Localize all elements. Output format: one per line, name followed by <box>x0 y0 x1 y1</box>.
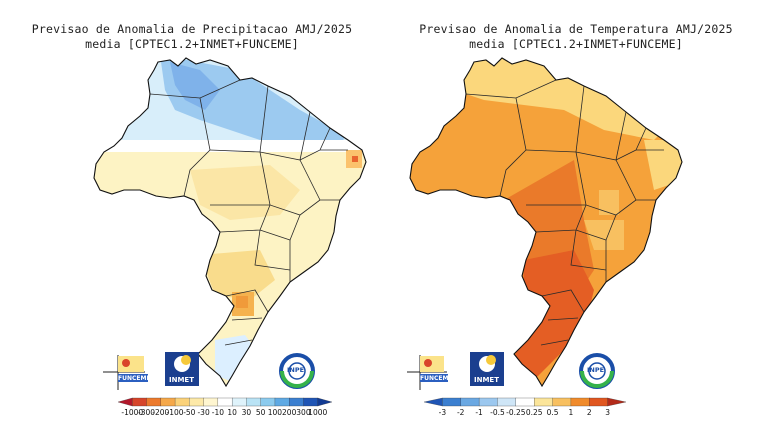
inpe-logo-text: INPE <box>287 366 305 374</box>
colorbar-tick-label: 30 <box>241 408 252 417</box>
temp-state-borders <box>465 79 664 346</box>
colorbar-tick-label: -1000 <box>121 408 144 417</box>
colorbar-swatch <box>246 397 262 407</box>
colorbar-tick-label: -0.25 <box>506 408 526 417</box>
colorbar-tick-label: -1 <box>475 408 483 417</box>
colorbar-tick-label: -100 <box>166 408 184 417</box>
colorbar-swatch <box>274 397 290 407</box>
colorbar-tick-label: -0.5 <box>490 408 505 417</box>
inpe-logo-right <box>579 353 615 389</box>
colorbar-swatch <box>589 397 609 407</box>
funceme-logo-text: FUNCEME <box>118 375 151 382</box>
colorbar-swatch <box>289 397 304 407</box>
colorbar-tick-label: 50 <box>255 408 266 417</box>
colorbar-swatch <box>132 397 147 407</box>
temp-east-light-patch <box>584 220 624 250</box>
precip-state-borders <box>149 79 348 346</box>
colorbar-swatch <box>231 397 247 407</box>
temp-subtitle: media [CPTEC1.2+INMET+FUNCEME] <box>469 37 683 51</box>
colorbar-swatch <box>260 397 276 407</box>
inpe-logo <box>279 353 315 389</box>
temperature-panel: Previsao de Anomalia de Temperatura AMJ/… <box>384 0 768 432</box>
colorbar-swatch <box>478 397 498 407</box>
precip-colorbar <box>117 397 333 407</box>
precip-title: Previsao de Anomalia de Precipitacao AMJ… <box>31 22 353 36</box>
inmet-logo-text-right: INMET <box>474 376 499 384</box>
colorbar-swatch <box>570 397 590 407</box>
colorbar-swatch <box>497 397 517 407</box>
colorbar-tick-label: 3 <box>605 408 611 417</box>
precipitation-panel: Previsao de Anomalia de Precipitacao AMJ… <box>31 22 367 417</box>
colorbar-swatch <box>117 397 133 407</box>
colorbar-swatch <box>203 397 219 407</box>
precip-neutral-band <box>94 140 366 152</box>
colorbar-tick-label: 1000 <box>308 408 328 417</box>
precip-subtitle: media [CPTEC1.2+INMET+FUNCEME] <box>85 37 299 51</box>
funceme-logo-text-right: FUNCEME <box>420 375 453 382</box>
colorbar-swatch <box>160 397 176 407</box>
colorbar-swatch <box>174 397 190 407</box>
inmet-logo-text: INMET <box>169 376 194 384</box>
colorbar-tick-label: 300 <box>296 408 311 417</box>
colorbar-tick-label: 10 <box>227 408 237 417</box>
temp-title: Previsao de Anomalia de Temperatura AMJ/… <box>419 22 733 36</box>
colorbar-tick-label: 100 <box>267 408 283 417</box>
colorbar-swatch <box>515 397 535 407</box>
colorbar-tick-label: 0.5 <box>546 408 559 417</box>
colorbar-swatch <box>534 397 553 407</box>
temp-ne-yellow <box>644 140 682 190</box>
precip-south-central-yellow <box>200 250 275 300</box>
funceme-logo <box>103 355 148 390</box>
colorbar-swatch <box>442 397 462 407</box>
precip-north-deep-blue <box>170 62 220 110</box>
colorbar-swatch <box>607 397 627 407</box>
colorbar-tick-label: 200 <box>282 408 297 417</box>
colorbar-swatch <box>460 397 480 407</box>
colorbar-tick-label: 0.25 <box>525 408 543 417</box>
colorbar-tick-label: -300 <box>138 408 156 417</box>
colorbar-swatch <box>189 397 205 407</box>
temp-north-yellow <box>454 58 664 140</box>
colorbar-swatch <box>423 397 443 407</box>
colorbar-tick-label: 2 <box>586 408 592 417</box>
inpe-logo-text-right: INPE <box>587 366 605 374</box>
colorbar-swatch <box>303 397 319 407</box>
colorbar-swatch <box>552 397 572 407</box>
colorbar-tick-label: -50 <box>183 408 196 417</box>
colorbar-tick-label: 1 <box>568 408 574 417</box>
colorbar-tick-label: -10 <box>211 408 224 417</box>
colorbar-swatch <box>317 397 333 407</box>
colorbar-tick-label: -30 <box>197 408 210 417</box>
colorbar-swatch <box>217 397 233 407</box>
funceme-logo-right <box>407 355 448 390</box>
inmet-logo <box>165 352 199 386</box>
colorbar-tick-label: -200 <box>152 408 170 417</box>
temp-south-dark-orange <box>514 250 594 380</box>
precip-map <box>93 57 367 407</box>
colorbar-swatch <box>146 397 162 407</box>
temp-map <box>407 57 683 407</box>
colorbar-tick-label: -2 <box>456 408 465 417</box>
colorbar-tick-label: -3 <box>438 408 447 417</box>
inmet-logo-right <box>470 352 504 386</box>
temp-colorbar <box>423 397 627 407</box>
